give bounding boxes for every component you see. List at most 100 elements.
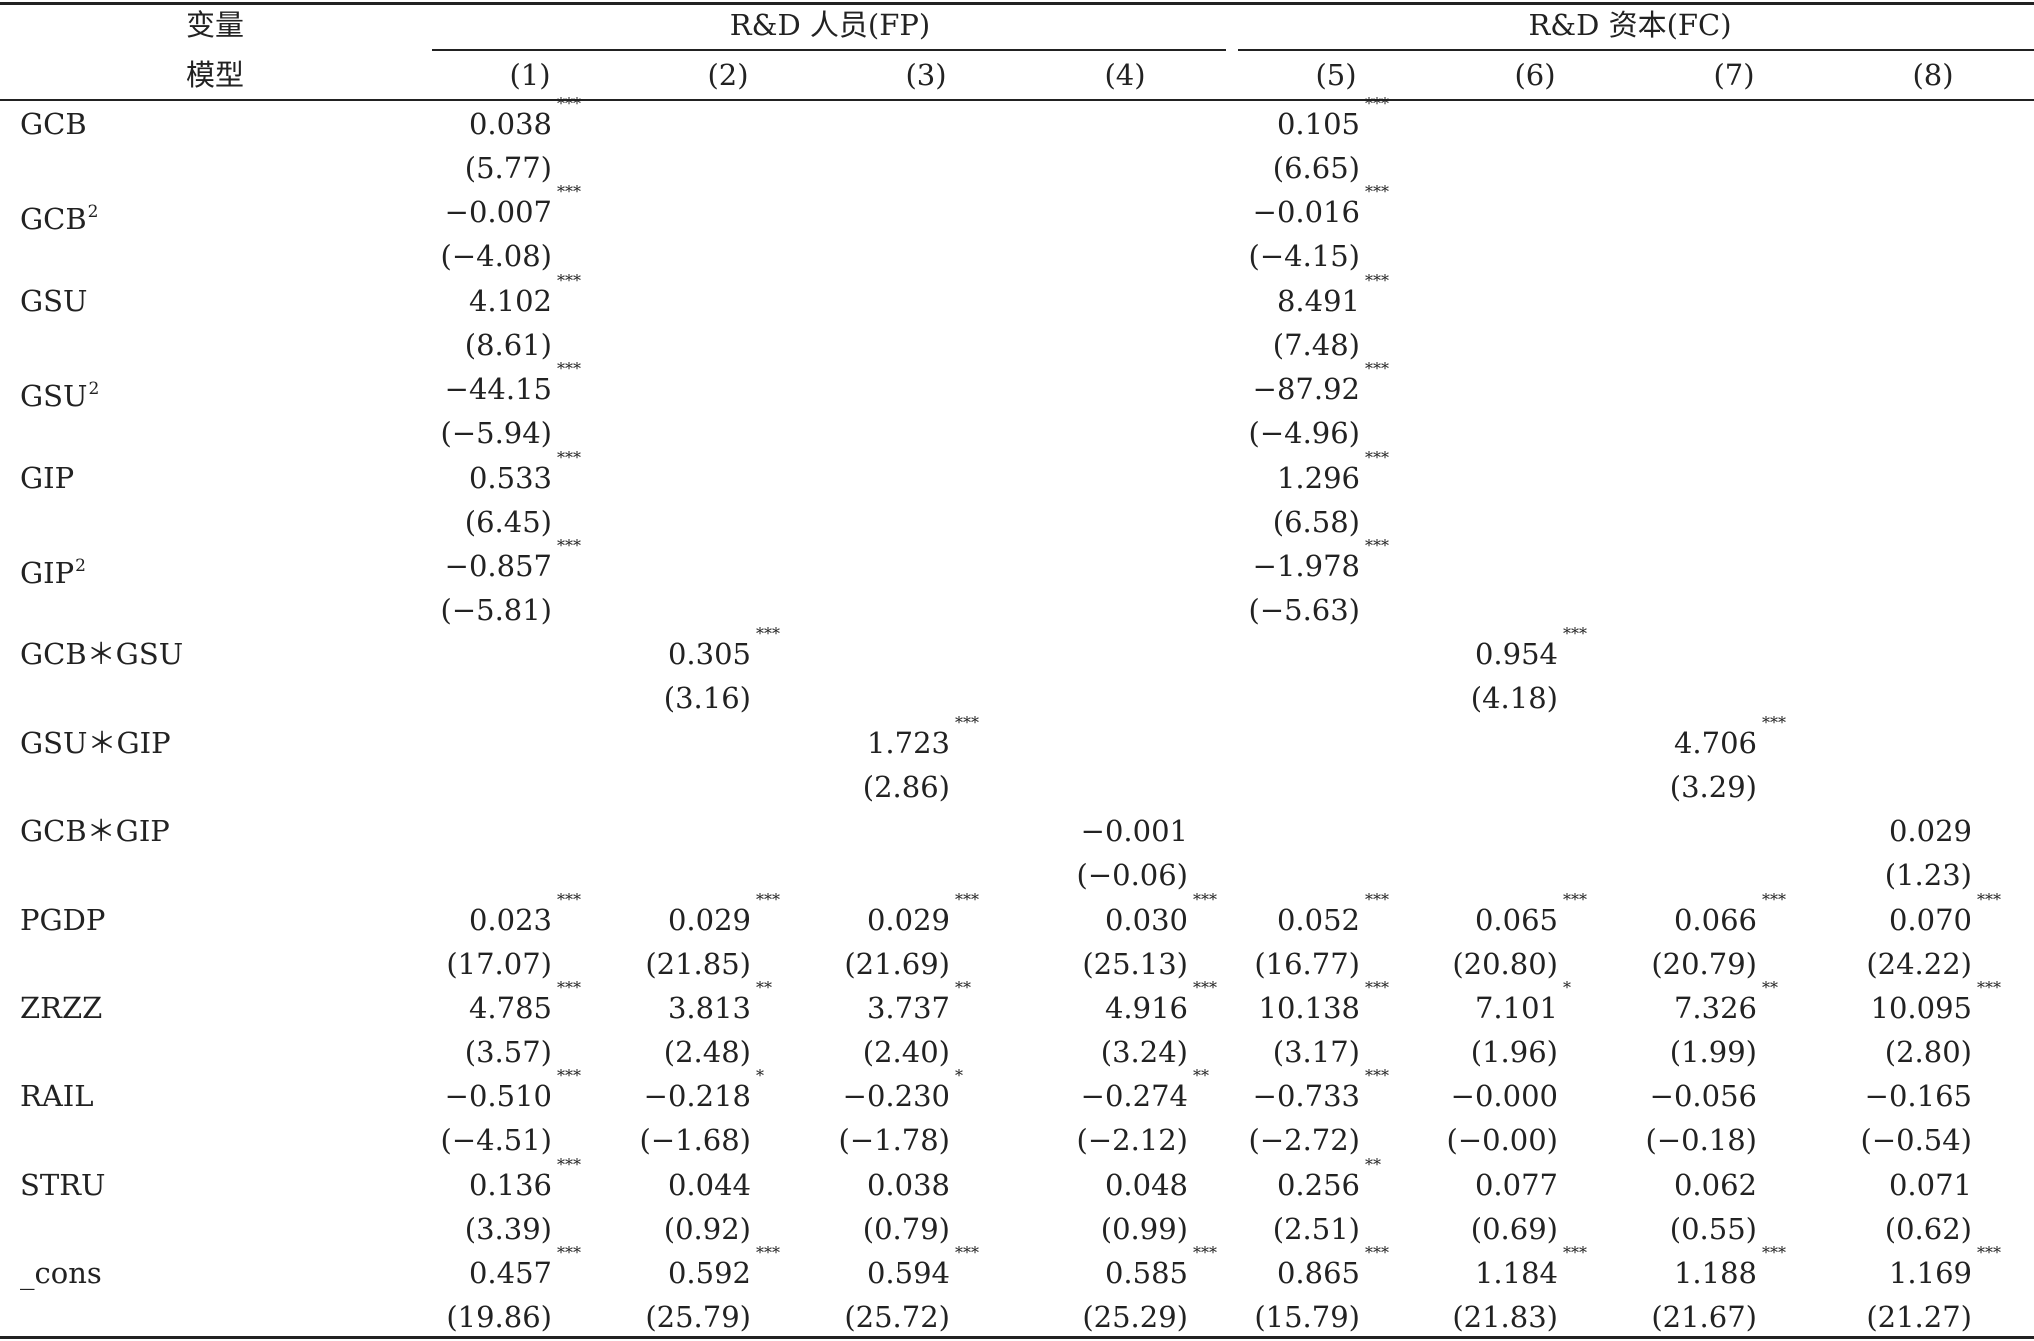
coefficient-value: 0.136 *** — [468, 1154, 581, 1202]
significance-stars: *** — [756, 889, 780, 909]
coefficient-value: 4.102 *** — [468, 270, 581, 318]
t-statistic-cell: (2.86) — [862, 769, 950, 804]
group-fc-rule — [1238, 49, 2034, 51]
coefficient-value: 0.044 — [667, 1167, 751, 1202]
coefficient-value: 0.585 *** — [1104, 1243, 1217, 1291]
t-statistic-cell: (20.80) — [1452, 946, 1558, 981]
coefficient-value: 1.169 *** — [1888, 1243, 2001, 1291]
variable-label: RAIL — [20, 1078, 94, 1114]
significance-stars: *** — [1365, 94, 1389, 113]
t-statistic-cell: (7.48) — [1272, 327, 1360, 362]
coefficient-value: 0.048 — [1104, 1167, 1188, 1202]
t-statistic-cell: (0.92) — [663, 1211, 751, 1246]
variable-label: GIP — [20, 460, 74, 496]
t-statistic-cell: (1.96) — [1470, 1035, 1558, 1069]
coefficient-value: −0.218 * — [643, 1066, 764, 1114]
coefficient-value: 8.491 *** — [1276, 270, 1389, 318]
significance-stars: ** — [756, 978, 772, 997]
coefficient-cell: 0.062 — [1674, 1167, 1757, 1203]
coefficient-cell: 0.594 *** — [866, 1243, 979, 1291]
significance-stars: *** — [557, 889, 581, 909]
coefficient-value: −87.92 *** — [1252, 359, 1389, 407]
variable-name: GSU — [20, 379, 88, 414]
coefficient-value: 0.865 *** — [1276, 1243, 1389, 1291]
variable-label: ZRZZ — [20, 990, 102, 1026]
t-statistic-cell: (15.79) — [1254, 1300, 1360, 1335]
coefficient-cell: 0.052 *** — [1276, 889, 1389, 938]
t-statistic-cell: (5.77) — [464, 151, 552, 185]
coefficient-value: −0.001 — [1080, 814, 1188, 849]
coefficient-cell: −0.056 — [1650, 1078, 1757, 1114]
coefficient-value: 0.052 *** — [1276, 889, 1389, 937]
significance-stars: *** — [557, 182, 581, 202]
coefficient-cell: −0.230 * — [843, 1068, 963, 1114]
bottom-rule — [0, 1336, 2034, 1339]
t-statistic-cell: (19.86) — [446, 1300, 552, 1335]
t-statistic-cell: (−0.00) — [1446, 1123, 1559, 1158]
significance-stars: *** — [1762, 712, 1786, 732]
coefficient-cell: −0.733 *** — [1253, 1068, 1389, 1114]
variable-label: STRU — [20, 1167, 106, 1203]
coefficient-cell: 0.029 *** — [667, 889, 780, 938]
significance-stars: *** — [1563, 889, 1587, 909]
significance-stars: *** — [1977, 889, 2001, 909]
significance-stars: *** — [1365, 889, 1389, 909]
coefficient-value: 0.954 *** — [1474, 624, 1587, 672]
t-statistic-cell: (25.29) — [1082, 1300, 1188, 1335]
coefficient-value: 0.594 *** — [866, 1243, 979, 1291]
coefficient-value: −0.510 *** — [444, 1066, 581, 1114]
t-statistic-cell: (25.79) — [645, 1300, 751, 1335]
coefficient-value: 0.533 *** — [468, 447, 581, 495]
coefficient-value: 0.070 *** — [1888, 889, 2001, 937]
significance-stars: *** — [557, 94, 581, 113]
significance-stars: *** — [1365, 270, 1389, 290]
coefficient-value: 7.101 * — [1474, 978, 1571, 1026]
variable-label: GSU2 — [20, 371, 99, 414]
significance-stars: *** — [557, 1154, 581, 1174]
coefficient-value: 3.737 ** — [866, 978, 971, 1026]
coefficient-value: 0.105 *** — [1276, 94, 1389, 142]
t-statistic-cell: (3.57) — [464, 1035, 552, 1069]
significance-stars: * — [756, 1066, 764, 1086]
coefficient-cell: 7.326 ** — [1674, 980, 1778, 1026]
coefficient-value: 1.723 *** — [866, 712, 979, 760]
significance-stars: ** — [1365, 1154, 1381, 1174]
coefficient-cell: 0.105 *** — [1276, 94, 1389, 142]
coefficient-cell: 4.706 *** — [1673, 712, 1786, 761]
significance-stars: *** — [1762, 889, 1786, 909]
coefficient-cell: 4.102 *** — [468, 270, 581, 319]
t-statistic-cell: (2.48) — [663, 1035, 751, 1069]
t-statistic-cell: (2.51) — [1272, 1211, 1360, 1246]
coefficient-cell: 0.071 — [1889, 1167, 1972, 1203]
significance-stars: *** — [557, 1243, 581, 1263]
t-statistic-cell: (21.27) — [1866, 1300, 1972, 1335]
coefficient-cell: −0.007 *** — [444, 182, 581, 230]
t-statistic-cell: (24.22) — [1866, 946, 1972, 981]
significance-stars: *** — [1365, 182, 1389, 202]
model-number-2: (2) — [707, 58, 749, 92]
coefficient-cell: 10.138 *** — [1259, 980, 1389, 1026]
coefficient-cell: 0.592 *** — [668, 1245, 780, 1291]
coefficient-value: −0.007 *** — [444, 182, 581, 230]
coefficient-value: 0.065 *** — [1474, 889, 1587, 937]
model-number-3: (3) — [905, 58, 947, 92]
coefficient-value: 4.706 *** — [1673, 712, 1786, 760]
coefficient-value: 0.029 *** — [667, 889, 780, 937]
t-statistic-cell: (−5.63) — [1248, 593, 1361, 627]
coefficient-cell: 0.066 *** — [1674, 891, 1786, 938]
coefficient-value: 0.305 *** — [667, 624, 780, 672]
significance-stars: *** — [756, 624, 780, 644]
significance-stars: *** — [1977, 1243, 2001, 1263]
significance-stars: *** — [1193, 889, 1217, 909]
coefficient-value: −0.857 *** — [444, 536, 581, 584]
t-statistic-cell: (2.40) — [862, 1035, 950, 1069]
coefficient-value: −44.15 *** — [444, 359, 581, 407]
significance-stars: ** — [1762, 978, 1778, 997]
model-number-1: (1) — [509, 58, 551, 92]
model-number-8: (8) — [1912, 58, 1954, 92]
coefficient-value: −0.274 ** — [1080, 1066, 1209, 1114]
coefficient-cell: −0.000 — [1451, 1078, 1558, 1114]
t-statistic-cell: (3.16) — [663, 681, 751, 716]
coefficient-cell: 10.095 *** — [1871, 980, 2001, 1026]
